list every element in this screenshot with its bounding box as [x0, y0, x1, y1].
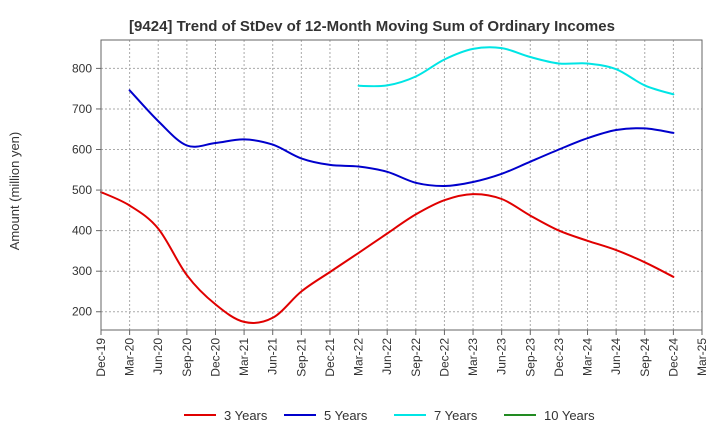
plot-frame [100, 39, 703, 331]
legend-label-3-years: 3 Years [224, 408, 268, 423]
x-tick-label: Mar-24 [581, 338, 595, 376]
series-line-7-years [357, 46, 675, 96]
chart-title: [9424] Trend of StDev of 12-Month Moving… [129, 18, 615, 35]
x-tick-label: Dec-22 [437, 338, 451, 377]
x-tick-label: Mar-21 [237, 338, 251, 376]
y-axis-label: Amount (million yen) [7, 132, 22, 251]
x-tick-label: Mar-22 [352, 338, 366, 376]
legend: 3 Years 5 Years 7 Years 10 Years [184, 408, 595, 423]
x-tick-label: Sep-21 [294, 338, 308, 377]
series-line-3-years [100, 191, 675, 324]
series-line-5-years [128, 89, 675, 188]
y-tick-label: 600 [72, 143, 92, 157]
x-tick-label: Dec-19 [94, 338, 108, 377]
x-tick-label: Sep-23 [523, 338, 537, 377]
y-tick-label: 700 [72, 102, 92, 116]
y-tick-label: 800 [72, 61, 92, 75]
x-tick-label: Jun-23 [495, 338, 509, 375]
x-tick-label: Dec-23 [552, 338, 566, 377]
series-lines [100, 46, 675, 324]
x-tick-label: Dec-20 [208, 338, 222, 377]
y-tick-label: 300 [72, 264, 92, 278]
x-tick-label: Mar-23 [466, 338, 480, 376]
x-tick-label: Mar-20 [123, 338, 137, 376]
x-tick-label: Dec-21 [323, 338, 337, 377]
x-tick-label: Sep-22 [409, 338, 423, 377]
legend-label-5-years: 5 Years [324, 408, 368, 423]
y-tick-label: 500 [72, 183, 92, 197]
x-tick-label: Jun-22 [380, 338, 394, 375]
x-tick-label: Jun-24 [609, 338, 623, 375]
y-axis-ticks: 200 300 400 500 600 700 800 [72, 61, 101, 319]
x-axis-ticks: Dec-19 Mar-20 Jun-20 Sep-20 Dec-20 Mar-21 Jun-… [94, 330, 709, 377]
legend-label-7-years: 7 Years [434, 408, 478, 423]
x-tick-label: Sep-24 [638, 338, 652, 377]
x-tick-label: Dec-24 [666, 338, 680, 377]
x-tick-label: Sep-20 [180, 338, 194, 377]
y-tick-label: 400 [72, 224, 92, 238]
x-tick-label: Mar-25 [695, 338, 709, 376]
x-tick-label: Jun-21 [266, 338, 280, 375]
legend-label-10-years: 10 Years [544, 408, 595, 423]
grid-lines [100, 40, 703, 330]
x-tick-label: Jun-20 [151, 338, 165, 375]
y-tick-label: 200 [72, 305, 92, 319]
